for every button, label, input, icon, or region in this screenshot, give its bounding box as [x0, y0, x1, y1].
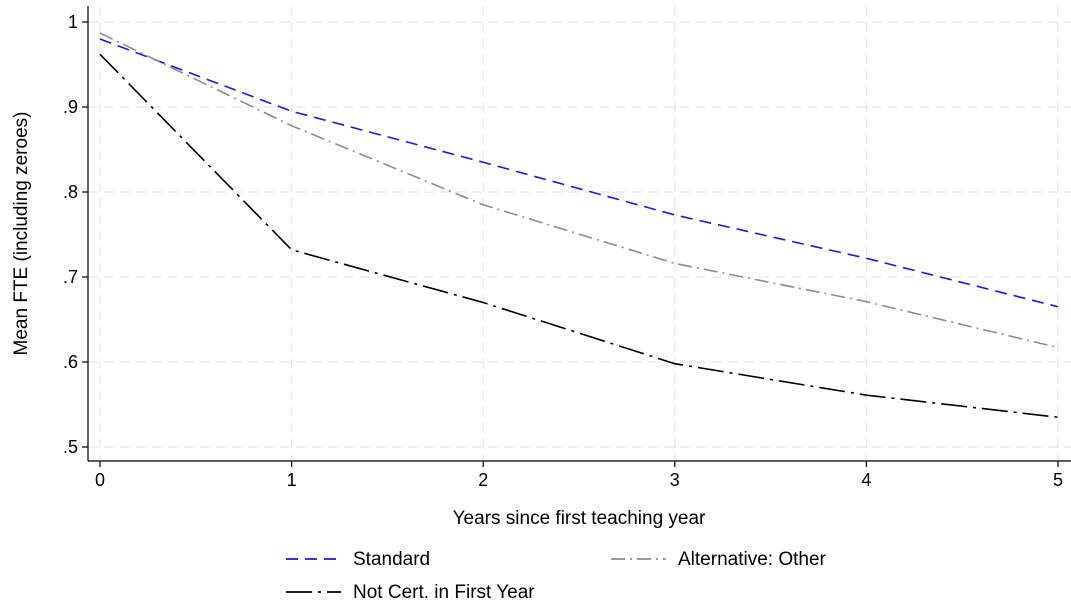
x-tick-label: 3: [670, 470, 680, 490]
y-tick-label: 1: [68, 12, 78, 32]
y-tick-label: .6: [63, 352, 78, 372]
x-tick-label: 1: [287, 470, 297, 490]
x-tick-label: 2: [478, 470, 488, 490]
series-line-0: [99, 38, 1059, 308]
grid-lines: [88, 6, 1071, 461]
series-lines: [99, 32, 1059, 419]
x-tick-label: 0: [95, 470, 105, 490]
y-tick-label: .9: [63, 97, 78, 117]
x-tick-label: 5: [1053, 470, 1063, 490]
y-tick-label: .7: [63, 267, 78, 287]
y-tick-label: .5: [63, 437, 78, 457]
axes: [82, 6, 1071, 467]
series-line-2: [99, 53, 1059, 419]
y-axis-label: Mean FTE (including zeroes): [11, 112, 32, 356]
x-tick-label: 4: [861, 470, 871, 490]
legend-label: Standard: [353, 549, 430, 570]
legend: Standard Alternative: Other Not Cert. in F…: [286, 549, 827, 603]
tick-labels: .5 .6 .7 .8 .9 1 0 1 2 3 4 5: [63, 12, 1063, 490]
series-line-1: [99, 32, 1059, 349]
legend-label: Not Cert. in First Year: [353, 582, 535, 603]
legend-label: Alternative: Other: [678, 549, 827, 570]
x-axis-label: Years since first teaching year: [453, 508, 706, 529]
y-tick-label: .8: [63, 182, 78, 202]
